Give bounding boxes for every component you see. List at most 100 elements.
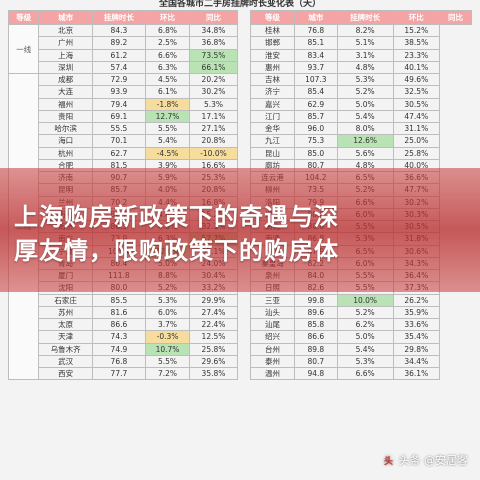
mom-cell: -4.5% <box>145 146 190 160</box>
table-row: 上海 61.2 6.6% 73.5% <box>9 48 239 62</box>
city-cell: 金华 <box>249 121 296 136</box>
yoy-cell: 29.9% <box>188 293 239 307</box>
city-cell: 北京 <box>38 23 93 38</box>
table-row: 武汉 76.8 5.5% 29.6% <box>9 354 239 369</box>
table-row: 一线 北京 84.3 6.8% 34.8% <box>7 23 239 74</box>
days-cell: 85.8 <box>294 317 338 332</box>
right-header-row: 等级 城市 挂牌时长 环比 同比 <box>249 10 473 25</box>
days-cell: 107.3 <box>294 72 338 87</box>
mom-cell: 4.8% <box>336 60 394 75</box>
days-cell: 57.4 <box>91 60 147 75</box>
yoy-cell: 34.4% <box>392 354 440 369</box>
mom-cell: 5.3% <box>145 293 190 307</box>
days-cell: 62.7 <box>91 146 147 160</box>
watermark: 头 头条 @安居客 <box>381 452 468 468</box>
days-cell: 89.6 <box>294 305 338 320</box>
mom-cell: 5.0% <box>336 330 394 344</box>
table-row: 昆山 85.0 5.6% 25.8% <box>249 146 472 160</box>
yoy-cell: -10.0% <box>188 146 239 160</box>
headline-banner <box>0 168 480 292</box>
table-row: 深圳 57.4 6.3% 66.1% <box>9 60 239 75</box>
table-row: 天津 74.3 -0.3% 12.5% <box>9 330 239 344</box>
days-cell: 96.0 <box>294 121 338 136</box>
table-row: 杭州 62.7 -4.5% -10.0% <box>9 146 239 160</box>
yoy-cell: 20.2% <box>188 72 239 87</box>
days-cell: 77.7 <box>91 366 147 381</box>
city-cell: 上海 <box>38 48 93 62</box>
yoy-cell: 27.4% <box>188 305 239 320</box>
mom-cell: 8.0% <box>336 121 394 136</box>
mom-cell: 5.2% <box>336 305 394 320</box>
days-cell: 89.8 <box>294 342 338 356</box>
city-cell: 吉林 <box>249 72 296 87</box>
days-cell: 93.9 <box>91 85 147 99</box>
yoy-cell: 5.3% <box>188 97 239 111</box>
table-row: 惠州 93.7 4.8% 40.1% <box>249 60 472 75</box>
header-yoy: 同比 <box>438 10 473 25</box>
city-cell: 桂林 <box>249 23 296 38</box>
city-cell: 广州 <box>38 36 93 50</box>
yoy-cell: 30.5% <box>392 97 440 111</box>
mom-cell: 5.4% <box>336 109 394 124</box>
city-cell: 成都 <box>38 72 93 87</box>
header-city: 城市 <box>294 10 338 25</box>
table-title: 全国各城市二手房挂牌时长变化表（天） <box>158 0 321 9</box>
table-row: 邯郸 85.1 5.1% 38.5% <box>249 36 472 50</box>
yoy-cell: 73.5% <box>188 48 239 62</box>
mom-cell: 8.2% <box>336 23 394 38</box>
yoy-cell: 30.2% <box>188 85 239 99</box>
table-row: 二线成都72.94.5%20.2% <box>7 72 239 381</box>
yoy-cell: 15.2% <box>392 23 440 38</box>
days-cell: 76.8 <box>294 23 338 38</box>
city-cell: 淮安 <box>249 48 296 62</box>
city-cell: 大连 <box>38 85 93 99</box>
yoy-cell: 35.9% <box>392 305 440 320</box>
yoy-cell: 36.1% <box>392 366 440 381</box>
left-header-row: 等级 城市 挂牌时长 环比 同比 <box>7 10 239 25</box>
days-cell: 85.7 <box>294 109 338 124</box>
days-cell: 86.6 <box>91 317 147 332</box>
mom-cell: 5.3% <box>336 354 394 369</box>
city-cell: 汕尾 <box>249 317 296 332</box>
days-cell: 81.6 <box>91 305 147 320</box>
mom-cell: -1.8% <box>145 97 190 111</box>
tier-cell: 一线 <box>7 24 40 74</box>
mom-cell: 5.5% <box>145 354 190 369</box>
table-row: 汕头 89.6 5.2% 35.9% <box>249 305 472 320</box>
days-cell: 72.9 <box>91 72 147 87</box>
yoy-cell: 25.0% <box>392 134 440 148</box>
city-cell: 杭州 <box>38 146 93 160</box>
mom-cell: 2.5% <box>145 36 190 50</box>
mom-cell: 10.7% <box>145 342 190 356</box>
days-cell: 85.4 <box>294 85 338 99</box>
mom-cell: 7.2% <box>145 366 190 381</box>
table-row: 九江 75.3 12.6% 25.0% <box>249 134 472 148</box>
table-row: 海口 70.1 5.4% 20.8% <box>9 134 239 148</box>
days-cell: 83.4 <box>294 48 338 62</box>
mom-cell: 5.3% <box>336 72 394 87</box>
days-cell: 61.2 <box>91 48 147 62</box>
mom-cell: 6.3% <box>145 60 190 75</box>
yoy-cell: 31.1% <box>392 121 440 136</box>
yoy-cell: 29.6% <box>188 354 239 369</box>
days-cell: 62.9 <box>294 97 338 111</box>
city-cell: 汕头 <box>249 305 296 320</box>
days-cell: 94.8 <box>294 366 338 381</box>
table-row: 金华 96.0 8.0% 31.1% <box>249 121 472 136</box>
days-cell: 69.1 <box>91 109 147 124</box>
table-row: 贵阳 69.1 12.7% 17.1% <box>9 109 239 124</box>
city-cell: 泰州 <box>249 354 296 369</box>
city-cell: 海口 <box>38 134 93 148</box>
mom-cell: 6.8% <box>145 23 190 38</box>
table-row: 西安 77.7 7.2% 35.8% <box>9 366 239 381</box>
table-row: 温州 94.8 6.6% 36.1% <box>249 366 472 381</box>
yoy-cell: 33.6% <box>392 317 440 332</box>
yoy-cell: 29.8% <box>392 342 440 356</box>
days-cell: 75.3 <box>294 134 338 148</box>
mom-cell: 3.1% <box>336 48 394 62</box>
table-row: 福州 79.4 -1.8% 5.3% <box>9 97 239 111</box>
days-cell: 84.3 <box>91 23 147 38</box>
headline-line-1: 上海购房新政策下的奇遇与深 <box>14 203 339 231</box>
city-cell: 绍兴 <box>249 330 296 344</box>
table-row: 江门 85.7 5.4% 47.4% <box>249 109 472 124</box>
